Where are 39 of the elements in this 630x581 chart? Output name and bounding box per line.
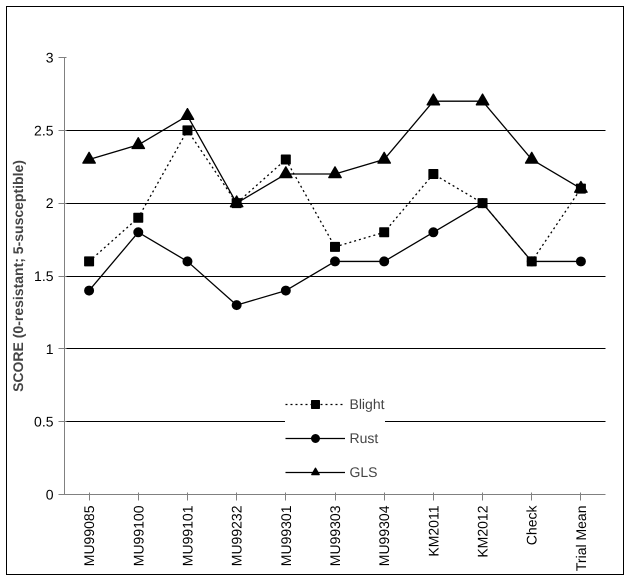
y-axis-title: SCORE (0-resistant; 5-susceptible) (10, 160, 26, 392)
y-tick-label: 1.5 (34, 268, 54, 284)
x-tick-label: MU99303 (327, 505, 343, 566)
x-tick-label: MU99304 (376, 505, 392, 566)
y-tick-label: 0 (46, 486, 54, 502)
point (330, 242, 340, 252)
y-tick-label: 2 (46, 195, 54, 212)
x-tick-label: Trial Mean (572, 505, 589, 572)
point (133, 212, 144, 223)
point (379, 227, 390, 238)
legend-label: Rust (349, 430, 378, 446)
x-tick-label: MU99101 (179, 505, 196, 566)
point (280, 154, 291, 164)
x-tick-label: MU99085 (81, 505, 98, 566)
y-tick-label: 1 (46, 340, 54, 357)
y-tick-label: 2.5 (34, 122, 54, 138)
point (84, 286, 94, 296)
point (576, 256, 586, 266)
point (182, 256, 192, 266)
x-tick-label: KM2012 (474, 505, 491, 558)
point (133, 227, 144, 238)
x-tick-label: MU99232 (228, 505, 245, 566)
x-tick-label: MU99301 (278, 505, 294, 566)
y-tick-label: 3 (46, 50, 54, 66)
point (232, 300, 242, 310)
point (428, 169, 438, 180)
point (330, 256, 340, 266)
point (82, 151, 96, 164)
x-tick-label: KM2011 (425, 505, 442, 557)
point (280, 286, 291, 296)
legend-label: Blight (349, 396, 385, 412)
point (328, 166, 342, 178)
point (84, 256, 94, 266)
x-tick-label: MU99100 (130, 505, 146, 566)
x-tick-label: Check (524, 504, 540, 546)
y-tick-label: 0.5 (34, 414, 54, 430)
legend-label: GLS (349, 464, 378, 480)
point (379, 256, 390, 266)
point (428, 227, 438, 238)
